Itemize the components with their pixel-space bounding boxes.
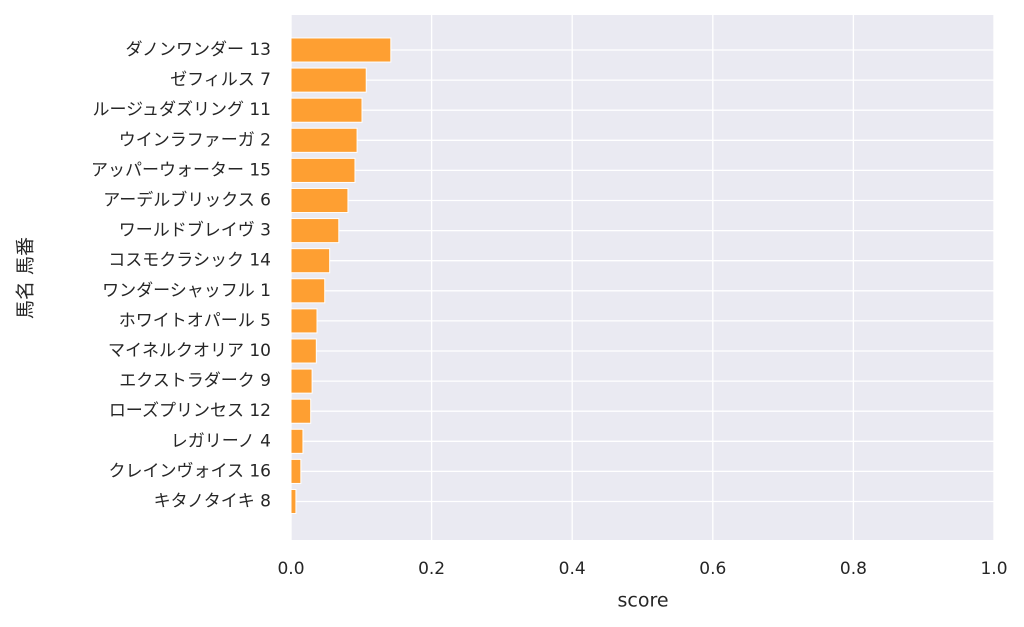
y-tick-label: ダノンワンダー 13 — [125, 40, 271, 60]
x-tick-label: 0.0 — [277, 559, 304, 579]
bar — [290, 127, 358, 153]
y-tick-label: ゼフィルス 7 — [170, 70, 271, 90]
y-tick-label: アッパーウォーター 15 — [91, 160, 271, 180]
y-tick-label: ホワイトオパール 5 — [119, 311, 271, 331]
y-tick-label: ウインラファーガ 2 — [119, 130, 271, 150]
y-tick-label: キタノタイキ 8 — [154, 492, 271, 512]
bar — [290, 157, 356, 183]
bar — [290, 458, 302, 484]
y-tick-label: コスモクラシック 14 — [108, 251, 271, 271]
y-tick-label: ワールドブレイヴ 3 — [119, 220, 271, 241]
x-tick-label: 1.0 — [980, 559, 1007, 579]
y-tick-label: アーデルブリックス 6 — [103, 190, 271, 211]
x-axis-label: score — [617, 590, 668, 612]
y-tick-label: ルージュダズリング 11 — [92, 100, 271, 120]
bar — [290, 187, 349, 214]
y-tick-label: レガリーノ 4 — [171, 431, 271, 451]
y-tick-label: マイネルクオリア 10 — [108, 341, 271, 361]
y-axis-label: 馬名 馬番 — [15, 237, 37, 319]
x-tick-label: 0.4 — [559, 559, 586, 579]
bar — [290, 338, 317, 364]
bar — [290, 97, 363, 123]
y-tick-label: クレインヴォイス 16 — [108, 461, 271, 481]
bar — [290, 428, 304, 454]
bar — [290, 248, 331, 274]
x-tick-label: 0.8 — [840, 559, 867, 579]
y-tick-label: ローズプリンセス 12 — [109, 401, 271, 421]
x-tick-label: 0.2 — [418, 559, 445, 579]
x-tick-label: 0.6 — [699, 559, 726, 579]
bar — [290, 368, 313, 394]
bar — [290, 218, 340, 244]
bar — [290, 37, 392, 63]
bar — [290, 488, 297, 515]
bar — [290, 67, 367, 93]
plot-background — [291, 15, 994, 540]
y-tick-label: エクストラダーク 9 — [119, 371, 271, 391]
bar — [290, 398, 312, 424]
bar — [290, 278, 326, 304]
bar — [290, 308, 318, 334]
y-tick-label: ワンダーシャッフル 1 — [102, 281, 271, 301]
